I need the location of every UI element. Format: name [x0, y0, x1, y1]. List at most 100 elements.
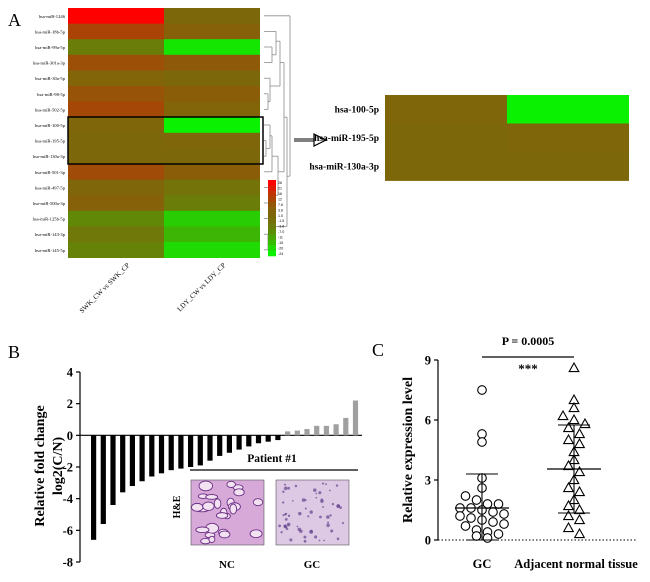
inset-row-label: hsa-miR-195-5p	[314, 134, 379, 144]
fold-change-y-label-line1: Relative fold change	[33, 405, 48, 526]
tissue-nucleus	[328, 489, 331, 492]
normal-data-point	[568, 361, 580, 373]
heatmap-row-label: hsa-miR-18b-5p	[35, 29, 66, 34]
heatmap-cell	[68, 39, 164, 56]
tissue-nucleus	[303, 535, 307, 539]
legend-swatch	[268, 190, 276, 197]
legend-tick-label: 12	[278, 198, 282, 202]
legend-swatch	[268, 207, 276, 213]
tissue-gland	[229, 503, 238, 515]
panel-label-b: B	[8, 342, 20, 362]
heatmap-row-label: hsa-miR-98-5p	[37, 92, 66, 97]
fold-change-y-tick-label: -8	[63, 556, 73, 570]
gc-data-point	[471, 531, 482, 541]
legend-swatch	[268, 228, 276, 235]
expression-category-label: Adjacent normal tissue	[514, 557, 638, 571]
zoom-arrow	[294, 133, 328, 147]
tissue-nucleus	[327, 521, 330, 524]
heatmap-cell	[68, 70, 164, 87]
panel-label-c: C	[372, 340, 384, 360]
normal-data-point	[562, 433, 575, 445]
tissue-nucleus	[282, 490, 285, 493]
heatmap-row-labels: hsa-miR-1246 hsa-miR-18b-5p hsa-miR-99a-5p…	[33, 14, 66, 253]
heatmap-cell	[164, 8, 260, 24]
normal-data-point	[573, 527, 586, 539]
tissue-nucleus	[315, 496, 318, 499]
tissue-nucleus	[283, 483, 287, 486]
gc-data-point	[466, 513, 476, 523]
gc-data-point	[499, 519, 509, 529]
heatmap-row-label: hsa-miR-30a-5p	[35, 76, 66, 81]
legend-tick-label: 16	[278, 192, 282, 196]
fold-change-bar	[139, 435, 145, 482]
fold-change-y-label-line2: log2(C/N)	[51, 437, 66, 496]
tissue-nucleus	[284, 513, 287, 516]
gc-data-point	[493, 529, 504, 539]
expression-y-tick-label: 6	[425, 414, 431, 428]
legend-tick-label: -7.0	[278, 230, 284, 234]
tissue-nucleus	[315, 492, 318, 495]
heatmap-row-label: hsa-miR-145-5p	[35, 248, 66, 253]
fold-change-bar	[149, 435, 155, 477]
tissue-nucleus	[313, 488, 317, 492]
normal-data-point	[568, 401, 580, 413]
normal-data-point	[562, 421, 575, 433]
normal-data-point	[562, 481, 575, 493]
tissue-nucleus	[321, 482, 325, 485]
tissue-nucleus	[331, 502, 335, 506]
legend-swatch	[268, 201, 276, 208]
tissue-nucleus	[294, 484, 298, 488]
tissue-nucleus	[287, 524, 290, 526]
normal-data-point	[562, 499, 575, 511]
heatmap-cell	[68, 86, 164, 102]
inset-heatmap-cell	[507, 152, 629, 181]
fold-change-bar	[120, 435, 126, 493]
heatmap-cell	[164, 39, 260, 56]
expression-y-tick-label: 3	[425, 474, 431, 488]
gc-data-point	[493, 499, 504, 509]
heatmap-cell	[164, 86, 260, 102]
tissue-nucleus	[339, 506, 343, 509]
heatmap-column-labels: SWK_CW vs SWK_CP LDY_CW vs LDY_CP	[78, 261, 227, 314]
normal-data-point	[573, 503, 586, 515]
tissue-nucleus	[296, 525, 299, 528]
heatmap-cell	[68, 210, 164, 227]
heatmap-cell	[164, 132, 260, 149]
fold-change-bar	[207, 435, 213, 461]
tissue-nucleus	[314, 535, 318, 539]
tissue-gland	[205, 494, 219, 500]
heatmap-cell	[68, 179, 164, 196]
heatmap-cell	[68, 101, 164, 118]
fold-change-bar	[333, 424, 339, 436]
inset-heatmap-cell	[385, 95, 507, 124]
tissue-nucleus	[285, 527, 289, 531]
heatmap-row-label: hsa-miR-1246	[39, 14, 66, 19]
fold-change-bar	[188, 435, 194, 467]
heatmap-cell	[68, 242, 164, 258]
gc-data-point	[477, 385, 487, 395]
expression-y-tick-label: 0	[425, 534, 431, 548]
tissue-nucleus	[304, 507, 307, 510]
heatmap-cell	[68, 8, 164, 24]
tissue-nucleus	[309, 510, 313, 514]
legend-swatch	[268, 196, 276, 203]
heatmap-row-label: hsa-miR-301a-3p	[33, 61, 66, 66]
heatmap-row-label: hsa-miR-125b-5p	[33, 217, 66, 222]
tissue-nucleus	[283, 524, 287, 528]
fold-change-bar	[304, 429, 310, 436]
tissue-nucleus	[329, 514, 332, 517]
heatmap-row-label: hsa-miR-130a-3p	[33, 154, 66, 159]
gc-data-point	[477, 429, 487, 439]
heatmap-column-label: LDY_CW vs LDY_CP	[176, 261, 228, 313]
gc-data-point	[455, 511, 465, 521]
tissue-gland	[249, 529, 263, 539]
heatmap-cell	[68, 164, 164, 180]
fold-change-bar	[110, 435, 116, 505]
heatmap-cell	[164, 226, 260, 243]
inset-patient-title: Patient #1	[247, 453, 297, 465]
normal-data-point	[562, 509, 575, 521]
gc-data-point	[499, 509, 509, 519]
inset-heatmap-cell	[507, 123, 629, 153]
